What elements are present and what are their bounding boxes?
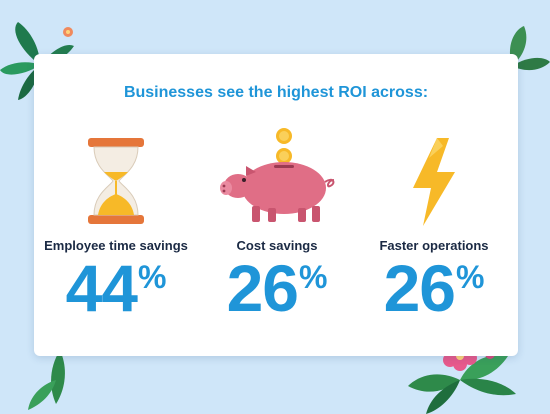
piggy-bank-icon xyxy=(220,128,335,222)
stat-unit: % xyxy=(298,259,328,295)
lightning-bolt-icon xyxy=(413,138,455,226)
stat-faster-operations: Faster operations 26% xyxy=(354,134,514,321)
stat-value: 26% xyxy=(227,255,328,321)
stat-value: 26% xyxy=(384,255,485,321)
icon-container xyxy=(354,134,514,226)
roi-card: Businesses see the highest ROI across: E… xyxy=(34,54,518,356)
stat-value: 44% xyxy=(66,255,167,321)
stat-unit: % xyxy=(455,259,485,295)
icon-container xyxy=(36,134,196,226)
stat-employee-time-savings: Employee time savings 44% xyxy=(36,134,196,321)
foliage-bottom-left-icon xyxy=(28,350,65,410)
stat-label: Cost savings xyxy=(236,238,318,253)
stat-label: Employee time savings xyxy=(44,238,188,253)
stat-unit: % xyxy=(137,259,167,295)
stat-label: Faster operations xyxy=(379,238,489,253)
stat-number: 26 xyxy=(226,251,299,325)
stat-number: 44 xyxy=(65,251,138,325)
icon-container xyxy=(197,128,357,226)
stat-number: 26 xyxy=(383,251,456,325)
headline: Businesses see the highest ROI across: xyxy=(123,84,429,101)
hourglass-icon xyxy=(88,138,144,224)
stat-cost-savings: Cost savings 26% xyxy=(197,128,357,321)
